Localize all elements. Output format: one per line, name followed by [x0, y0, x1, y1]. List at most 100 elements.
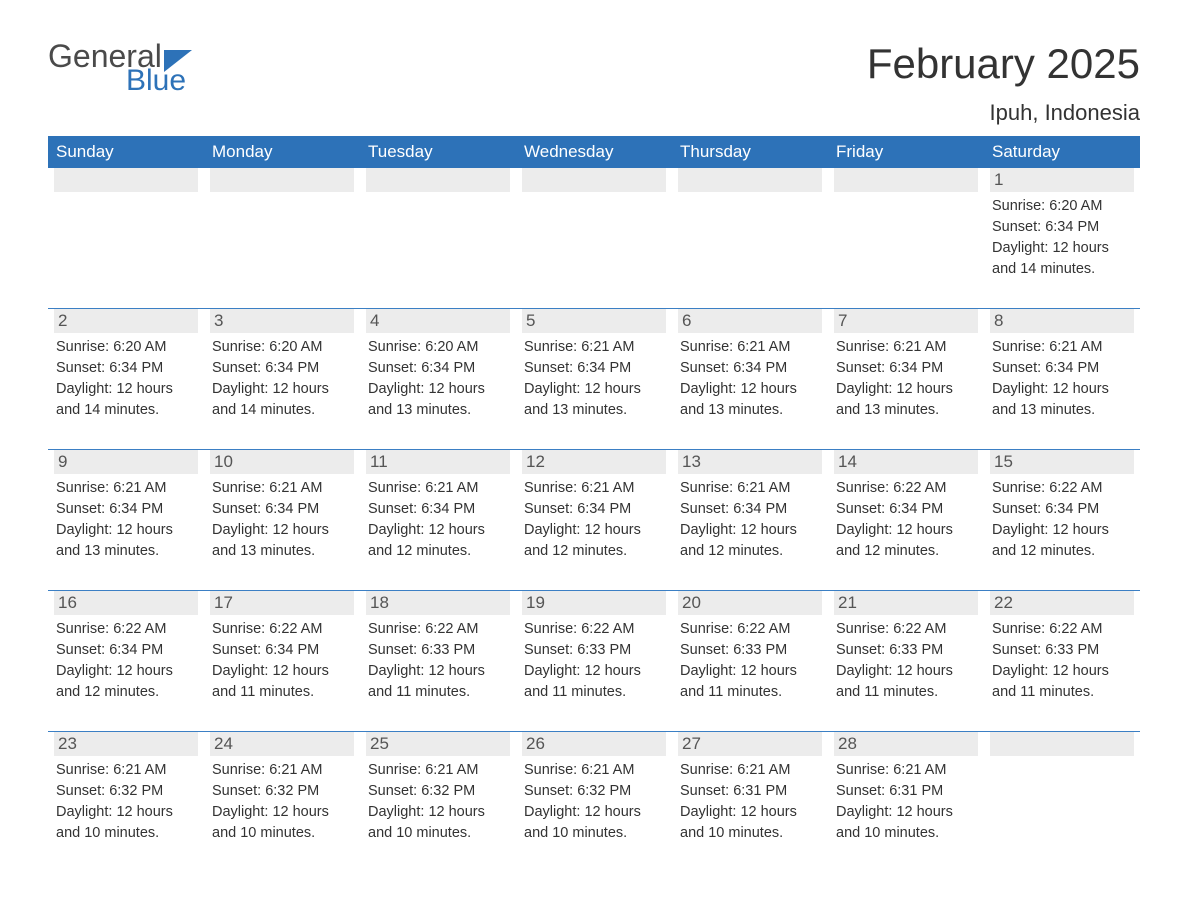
day-info: Sunrise: 6:21 AMSunset: 6:34 PMDaylight:…: [522, 478, 666, 562]
day-number: 19: [522, 591, 666, 615]
day-cell: 12 Sunrise: 6:21 AMSunset: 6:34 PMDayligh…: [516, 450, 672, 568]
sunset-text: Sunset: 6:34 PM: [56, 499, 198, 520]
day-info: Sunrise: 6:21 AMSunset: 6:31 PMDaylight:…: [834, 760, 978, 844]
daylight-text: Daylight: 12 hours and 14 minutes.: [992, 238, 1134, 280]
daylight-text: Daylight: 12 hours and 12 minutes.: [524, 520, 666, 562]
day-number: 13: [678, 450, 822, 474]
daylight-text: Daylight: 12 hours and 11 minutes.: [212, 661, 354, 703]
day-info: Sunrise: 6:21 AMSunset: 6:34 PMDaylight:…: [834, 337, 978, 421]
daylight-text: Daylight: 12 hours and 10 minutes.: [212, 802, 354, 844]
sunrise-text: Sunrise: 6:21 AM: [836, 760, 978, 781]
day-number: 15: [990, 450, 1134, 474]
daylight-text: Daylight: 12 hours and 12 minutes.: [992, 520, 1134, 562]
sunrise-text: Sunrise: 6:21 AM: [524, 478, 666, 499]
day-number: 28: [834, 732, 978, 756]
sunrise-text: Sunrise: 6:20 AM: [56, 337, 198, 358]
daylight-text: Daylight: 12 hours and 11 minutes.: [992, 661, 1134, 703]
sunrise-text: Sunrise: 6:21 AM: [368, 760, 510, 781]
sunrise-text: Sunrise: 6:21 AM: [524, 760, 666, 781]
sunrise-text: Sunrise: 6:21 AM: [368, 478, 510, 499]
day-number: [54, 168, 198, 192]
day-number: 20: [678, 591, 822, 615]
day-number: 16: [54, 591, 198, 615]
day-number: [522, 168, 666, 192]
day-number: 26: [522, 732, 666, 756]
day-number: 9: [54, 450, 198, 474]
day-cell: 26Sunrise: 6:21 AMSunset: 6:32 PMDayligh…: [516, 732, 672, 850]
sunset-text: Sunset: 6:34 PM: [992, 358, 1134, 379]
day-info: Sunrise: 6:21 AMSunset: 6:32 PMDaylight:…: [54, 760, 198, 844]
day-info: Sunrise: 6:22 AMSunset: 6:33 PMDaylight:…: [366, 619, 510, 703]
daylight-text: Daylight: 12 hours and 13 minutes.: [56, 520, 198, 562]
day-cell: 7Sunrise: 6:21 AMSunset: 6:34 PMDaylight…: [828, 309, 984, 427]
sunset-text: Sunset: 6:34 PM: [368, 358, 510, 379]
title-block: February 2025 Ipuh, Indonesia: [867, 40, 1140, 126]
day-info: Sunrise: 6:22 AMSunset: 6:34 PMDaylight:…: [990, 478, 1134, 562]
day-number: [366, 168, 510, 192]
day-number: 3: [210, 309, 354, 333]
day-number: [210, 168, 354, 192]
day-cell: 2Sunrise: 6:20 AMSunset: 6:34 PMDaylight…: [48, 309, 204, 427]
sunrise-text: Sunrise: 6:20 AM: [212, 337, 354, 358]
sunset-text: Sunset: 6:34 PM: [212, 499, 354, 520]
weekday-cell: Friday: [828, 136, 984, 168]
day-info: Sunrise: 6:20 AMSunset: 6:34 PMDaylight:…: [54, 337, 198, 421]
sunrise-text: Sunrise: 6:20 AM: [992, 196, 1134, 217]
day-cell: 13Sunrise: 6:21 AMSunset: 6:34 PMDayligh…: [672, 450, 828, 568]
daylight-text: Daylight: 12 hours and 10 minutes.: [56, 802, 198, 844]
sunrise-text: Sunrise: 6:21 AM: [212, 760, 354, 781]
day-number: 11: [366, 450, 510, 474]
day-info: Sunrise: 6:21 AMSunset: 6:34 PMDaylight:…: [54, 478, 198, 562]
sunset-text: Sunset: 6:34 PM: [836, 358, 978, 379]
daylight-text: Daylight: 12 hours and 13 minutes.: [992, 379, 1134, 421]
sunset-text: Sunset: 6:34 PM: [680, 499, 822, 520]
daylight-text: Daylight: 12 hours and 10 minutes.: [368, 802, 510, 844]
sunset-text: Sunset: 6:33 PM: [524, 640, 666, 661]
week-row: 16Sunrise: 6:22 AMSunset: 6:34 PMDayligh…: [48, 590, 1140, 709]
page-title: February 2025: [867, 40, 1140, 88]
sunset-text: Sunset: 6:34 PM: [992, 499, 1134, 520]
location-label: Ipuh, Indonesia: [867, 100, 1140, 126]
day-info: Sunrise: 6:20 AMSunset: 6:34 PMDaylight:…: [366, 337, 510, 421]
day-number: 6: [678, 309, 822, 333]
sunrise-text: Sunrise: 6:22 AM: [368, 619, 510, 640]
week-row: 23Sunrise: 6:21 AMSunset: 6:32 PMDayligh…: [48, 731, 1140, 850]
day-cell: 21Sunrise: 6:22 AMSunset: 6:33 PMDayligh…: [828, 591, 984, 709]
sunrise-text: Sunrise: 6:22 AM: [836, 619, 978, 640]
day-number: 24: [210, 732, 354, 756]
sunset-text: Sunset: 6:33 PM: [680, 640, 822, 661]
day-number: 27: [678, 732, 822, 756]
day-cell: 14Sunrise: 6:22 AMSunset: 6:34 PMDayligh…: [828, 450, 984, 568]
day-info: Sunrise: 6:21 AMSunset: 6:34 PMDaylight:…: [678, 337, 822, 421]
daylight-text: Daylight: 12 hours and 11 minutes.: [368, 661, 510, 703]
sunset-text: Sunset: 6:34 PM: [680, 358, 822, 379]
daylight-text: Daylight: 12 hours and 11 minutes.: [836, 661, 978, 703]
header: General Blue February 2025 Ipuh, Indones…: [48, 40, 1140, 126]
calendar: SundayMondayTuesdayWednesdayThursdayFrid…: [48, 136, 1140, 850]
daylight-text: Daylight: 12 hours and 13 minutes.: [524, 379, 666, 421]
logo-text-blue: Blue: [126, 66, 186, 96]
day-info: Sunrise: 6:20 AMSunset: 6:34 PMDaylight:…: [990, 196, 1134, 280]
weekday-cell: Saturday: [984, 136, 1140, 168]
day-number: 12: [522, 450, 666, 474]
day-cell: [828, 168, 984, 286]
day-cell: 9 Sunrise: 6:21 AMSunset: 6:34 PMDaylight…: [48, 450, 204, 568]
weekday-header-row: SundayMondayTuesdayWednesdayThursdayFrid…: [48, 136, 1140, 168]
sunset-text: Sunset: 6:33 PM: [368, 640, 510, 661]
sunset-text: Sunset: 6:34 PM: [56, 358, 198, 379]
day-info: Sunrise: 6:22 AMSunset: 6:33 PMDaylight:…: [522, 619, 666, 703]
sunset-text: Sunset: 6:34 PM: [524, 358, 666, 379]
day-info: Sunrise: 6:22 AMSunset: 6:33 PMDaylight:…: [834, 619, 978, 703]
weekday-cell: Monday: [204, 136, 360, 168]
sunset-text: Sunset: 6:32 PM: [212, 781, 354, 802]
sunrise-text: Sunrise: 6:21 AM: [992, 337, 1134, 358]
day-cell: 11Sunrise: 6:21 AMSunset: 6:34 PMDayligh…: [360, 450, 516, 568]
day-number: 18: [366, 591, 510, 615]
day-number: 5: [522, 309, 666, 333]
sunrise-text: Sunrise: 6:20 AM: [368, 337, 510, 358]
daylight-text: Daylight: 12 hours and 13 minutes.: [212, 520, 354, 562]
day-cell: 15 Sunrise: 6:22 AMSunset: 6:34 PMDayligh…: [984, 450, 1140, 568]
week-row: 1Sunrise: 6:20 AMSunset: 6:34 PMDaylight…: [48, 168, 1140, 286]
weekday-cell: Tuesday: [360, 136, 516, 168]
sunset-text: Sunset: 6:31 PM: [680, 781, 822, 802]
